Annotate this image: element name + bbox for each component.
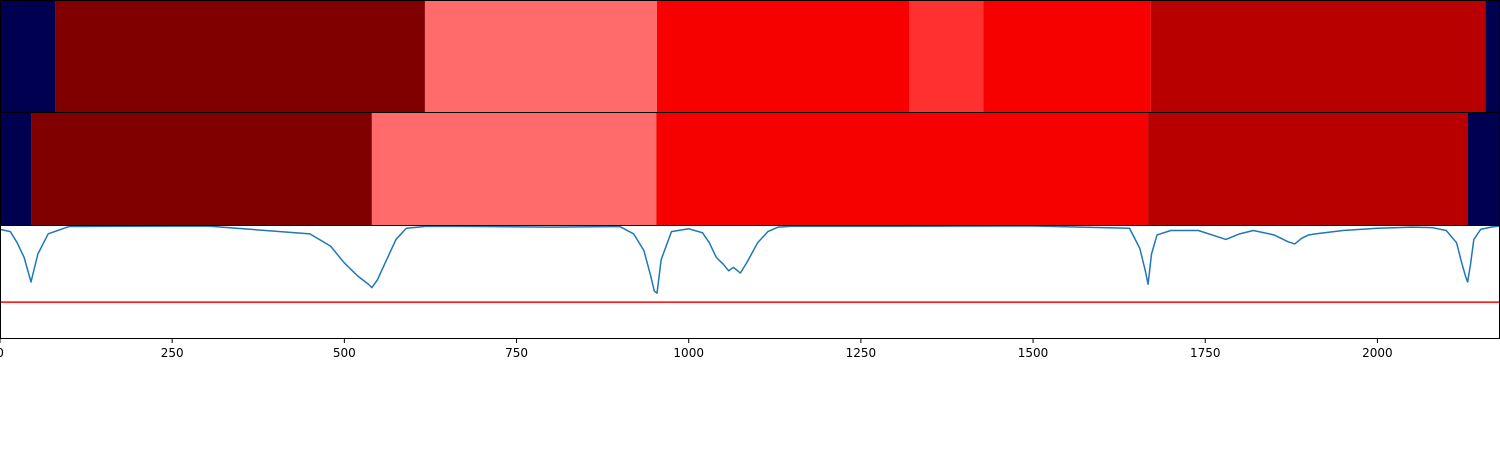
x-tick-label: 2000 (1362, 346, 1393, 360)
segment-2-3 (371, 113, 657, 225)
segment-row-1 (0, 1, 1500, 112)
score-panel (0, 225, 1500, 338)
segment-1-8 (1485, 1, 1500, 112)
x-tick-label: 1750 (1190, 346, 1221, 360)
segment-2-6 (1467, 113, 1500, 225)
segment-row-2 (0, 113, 1500, 225)
x-tick-label: 1000 (673, 346, 704, 360)
segment-2-5 (1148, 113, 1468, 225)
segment-1-2 (55, 1, 425, 112)
score-line (0, 225, 1500, 294)
segment-2-2 (31, 113, 372, 225)
segment-2-1 (0, 113, 32, 225)
x-tick-label: 250 (161, 346, 184, 360)
segment-1-1 (0, 1, 56, 112)
segment-1-5 (909, 1, 984, 112)
segment-1-7 (1150, 1, 1486, 112)
score-panel-background (0, 226, 1500, 338)
x-tick-label: 0 (0, 346, 4, 360)
x-tick-label: 1250 (846, 346, 877, 360)
x-tick-label: 1500 (1018, 346, 1049, 360)
segment-1-6 (983, 1, 1151, 112)
x-tick-label: 750 (505, 346, 528, 360)
segment-2-4 (656, 113, 1149, 225)
x-axis: 0 250 500 750 1000 1250 1500 1750 2000 (0, 338, 1393, 360)
segment-1-4 (657, 1, 910, 112)
segment-1-3 (424, 1, 658, 112)
x-tick-label: 500 (333, 346, 356, 360)
